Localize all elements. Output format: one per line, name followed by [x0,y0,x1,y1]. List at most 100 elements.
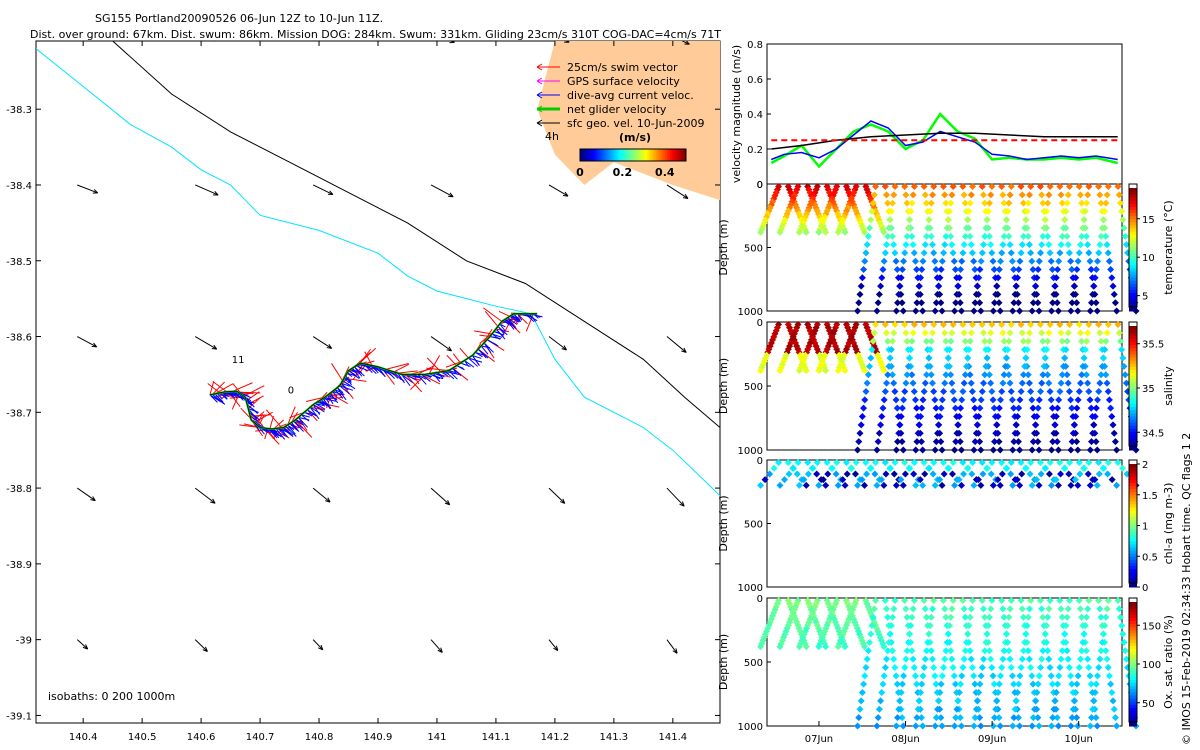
section-data-point [1053,299,1061,307]
dive-avg-current-vector [397,372,405,384]
section-data-point [1008,257,1016,265]
section-data-point [867,464,875,472]
section-data-point [910,321,918,329]
section-data-point [1061,216,1069,224]
section-colorbar-cell [1129,626,1137,631]
section-data-point [919,481,927,489]
section-data-point [997,396,1005,404]
section-data-point [1028,446,1036,454]
section-data-point [1075,321,1083,329]
section-data-point [855,714,863,722]
section-colorbar-cell [1129,360,1137,364]
section-data-point [970,481,978,489]
section-data-point [978,183,986,191]
section-data-point [1007,183,1015,191]
section-data-point [1033,476,1041,484]
section-data-point [1090,697,1098,705]
section-data-point [1084,655,1092,663]
section-data-point [895,429,903,437]
section-data-point [890,241,898,249]
section-data-point [1029,404,1037,412]
swim-vector [212,381,227,393]
section-colorbar-cell [1129,363,1137,367]
section-data-point [1097,371,1105,379]
section-data-point [967,241,975,249]
section-data-point [881,249,889,257]
dive-avg-current-vector [340,382,350,387]
section-data-point [1069,290,1077,298]
section-colorbar-cell [1129,688,1137,693]
section-data-point [940,249,948,257]
section-data-point [981,613,989,621]
dive-avg-current-vector [468,357,478,367]
section-data-point [1014,413,1022,421]
section-data-point [794,459,802,467]
section-data-point [857,697,865,705]
section-data-point [1007,470,1015,478]
section-data-point [1001,638,1009,646]
section-data-point [1084,329,1092,337]
section-data-point [860,481,868,489]
section-data-point [1024,232,1032,240]
section-data-point [1104,321,1112,329]
section-data-point [1045,605,1053,613]
section-data-point [890,379,898,387]
section-data-point [908,613,916,621]
section-data-point [1066,183,1074,191]
section-data-point [906,464,914,472]
section-colorbar-cell [1129,605,1137,609]
section-data-point [997,672,1005,680]
colorbar-cell [611,149,615,161]
section-data-point [972,705,980,713]
section-data-point [950,257,958,265]
section-data-point [1022,630,1030,638]
section-colorbar-frame [1128,459,1138,584]
dive-avg-current-vector [499,323,506,328]
section-data-point [1061,464,1069,472]
colorbar-cell [590,149,593,161]
section-data-point [910,597,918,605]
colorbar-cell [580,149,583,161]
map-xtick-label: 140.9 [364,732,393,743]
section-data-point [1063,613,1071,621]
section-data-point [868,622,876,630]
section-data-point [1003,216,1011,224]
section-data-point [1103,329,1111,337]
section-data-point [963,638,971,646]
section-data-point [1086,481,1094,489]
section-data-point [1012,282,1020,290]
sfc-vel-arrowhead [214,41,220,42]
section-data-point [1094,257,1102,265]
section-data-point [964,630,972,638]
section-data-point [887,207,895,215]
section-data-point [874,299,882,307]
section-data-point [1083,613,1091,621]
section-data-point [888,647,896,655]
section-colorbar-label: 15 [1142,215,1155,226]
section-data-point [910,387,918,395]
section-data-point [967,655,975,663]
section-data-point [885,638,893,646]
section-data-point [920,663,928,671]
section-data-point [1017,663,1025,671]
section-data-point [1084,191,1092,199]
section-data-point [1110,705,1118,713]
section-data-point [947,199,955,207]
section-data-point [996,722,1004,730]
section-data-point [855,299,863,307]
section-data-point [989,307,997,315]
dive-avg-current-vector [346,372,353,378]
section-data-point [1058,613,1066,621]
section-data-point [1038,379,1046,387]
section-data-point [802,228,810,236]
section-data-point [866,224,874,232]
section-colorbar-label: 1.5 [1142,491,1158,502]
section-data-point [1045,191,1053,199]
section-data-point [1023,346,1031,354]
section-data-point [1073,714,1081,722]
legend-arrowhead [536,119,543,127]
section-data-point [1101,346,1109,354]
section-data-point [822,643,830,651]
